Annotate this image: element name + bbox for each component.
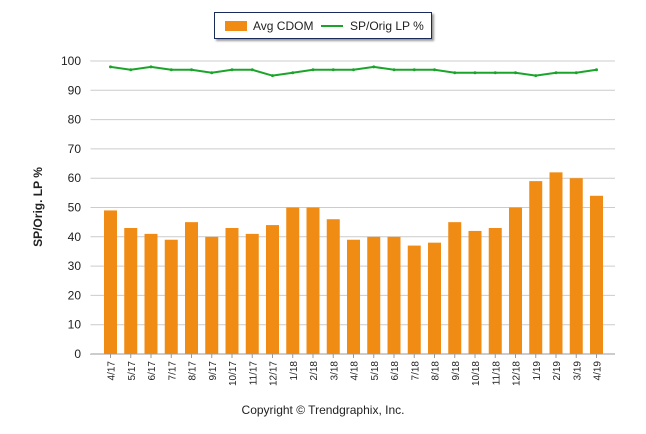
bar xyxy=(144,233,158,354)
y-tick-label: 40 xyxy=(68,230,82,244)
x-tick-label: 4/19 xyxy=(593,361,604,381)
bar xyxy=(569,178,583,354)
bar xyxy=(104,210,117,354)
bar xyxy=(448,222,462,354)
x-tick-label: 11/18 xyxy=(491,361,502,386)
bar xyxy=(428,242,441,354)
bar xyxy=(590,195,603,354)
line-point xyxy=(250,68,254,72)
y-tick-label: 50 xyxy=(68,201,82,215)
x-tick-label: 2/19 xyxy=(552,361,563,381)
bar xyxy=(185,222,198,354)
x-tick-label: 5/17 xyxy=(127,361,138,381)
line-point xyxy=(514,71,517,75)
x-tick-label: 9/17 xyxy=(208,361,219,381)
y-axis-label: SP/Orig. LP % xyxy=(31,167,45,247)
x-tick-label: 7/17 xyxy=(167,361,178,381)
x-tick-label: 5/18 xyxy=(370,361,381,381)
x-tick-label: 6/18 xyxy=(390,361,401,381)
x-tick-label: 10/18 xyxy=(471,361,482,386)
x-tick-label: 1/19 xyxy=(532,361,543,381)
x-tick-label: 3/18 xyxy=(329,361,340,381)
x-tick-label: 8/17 xyxy=(188,361,199,381)
y-tick-label: 10 xyxy=(68,318,82,332)
bar xyxy=(387,236,401,354)
bar xyxy=(245,233,259,354)
x-tick-label: 7/18 xyxy=(410,361,421,381)
bar xyxy=(468,230,482,354)
bar xyxy=(326,219,340,354)
x-tick-label: 6/17 xyxy=(147,361,158,381)
y-tick-label: 70 xyxy=(68,142,82,156)
bar xyxy=(407,245,421,354)
bar xyxy=(266,225,279,354)
y-tick-label: 60 xyxy=(68,171,82,185)
bar xyxy=(347,239,360,354)
y-tick-label: 30 xyxy=(68,259,82,273)
legend-label: Avg CDOM xyxy=(253,19,314,33)
line-point xyxy=(291,71,295,75)
bar xyxy=(124,228,138,354)
bar xyxy=(509,207,522,354)
line-point xyxy=(271,74,274,78)
bar xyxy=(529,181,543,354)
line-point xyxy=(433,68,436,72)
line-point xyxy=(453,71,457,75)
y-tick-label: 0 xyxy=(74,347,81,361)
line-point xyxy=(473,71,477,75)
x-tick-label: 2/18 xyxy=(309,361,320,381)
line-point xyxy=(109,65,112,69)
line-point xyxy=(574,71,578,75)
line-point xyxy=(210,71,214,75)
legend: Avg CDOM SP/Orig LP % xyxy=(214,12,432,39)
bar xyxy=(164,239,178,354)
bar xyxy=(488,228,502,354)
y-tick-label: 80 xyxy=(68,113,82,127)
bar xyxy=(367,236,381,354)
x-tick-label: 3/19 xyxy=(572,361,583,381)
line-point xyxy=(392,68,396,72)
bar xyxy=(306,207,320,354)
x-tick-label: 4/18 xyxy=(350,361,361,381)
x-tick-label: 12/18 xyxy=(512,361,523,386)
x-tick-label: 8/18 xyxy=(431,361,442,381)
line-point xyxy=(311,68,315,72)
line-point xyxy=(190,68,193,72)
line-point xyxy=(331,68,335,72)
y-tick-label: 100 xyxy=(61,54,81,68)
line-point xyxy=(534,74,538,78)
x-tick-label: 11/17 xyxy=(248,361,259,386)
legend-swatch xyxy=(321,25,343,27)
legend-item-avg-cdom: Avg CDOM xyxy=(225,19,313,33)
line-point xyxy=(230,68,234,72)
bar xyxy=(286,207,300,354)
line-point xyxy=(372,65,376,69)
x-tick-label: 4/17 xyxy=(107,361,118,381)
y-tick-label: 20 xyxy=(68,288,82,302)
copyright: Copyright © Trendgraphix, Inc. xyxy=(241,403,405,417)
line-point xyxy=(149,65,153,69)
line-point xyxy=(554,71,558,75)
line-point xyxy=(169,68,173,72)
y-tick-label: 90 xyxy=(68,83,82,97)
x-tick-label: 1/18 xyxy=(289,361,300,381)
bar xyxy=(225,228,239,354)
bar xyxy=(549,172,563,354)
bar xyxy=(205,236,219,354)
line-point xyxy=(352,68,355,72)
legend-swatch xyxy=(225,21,247,31)
x-tick-label: 9/18 xyxy=(451,361,462,381)
legend-label: SP/Orig LP % xyxy=(350,19,424,33)
x-tick-label: 12/17 xyxy=(269,361,280,386)
line-point xyxy=(129,68,133,72)
x-tick-label: 10/17 xyxy=(228,361,239,386)
line-point xyxy=(493,71,497,75)
line-point xyxy=(595,68,598,72)
legend-item-sp-orig: SP/Orig LP % xyxy=(321,19,424,33)
line-point xyxy=(412,68,416,72)
